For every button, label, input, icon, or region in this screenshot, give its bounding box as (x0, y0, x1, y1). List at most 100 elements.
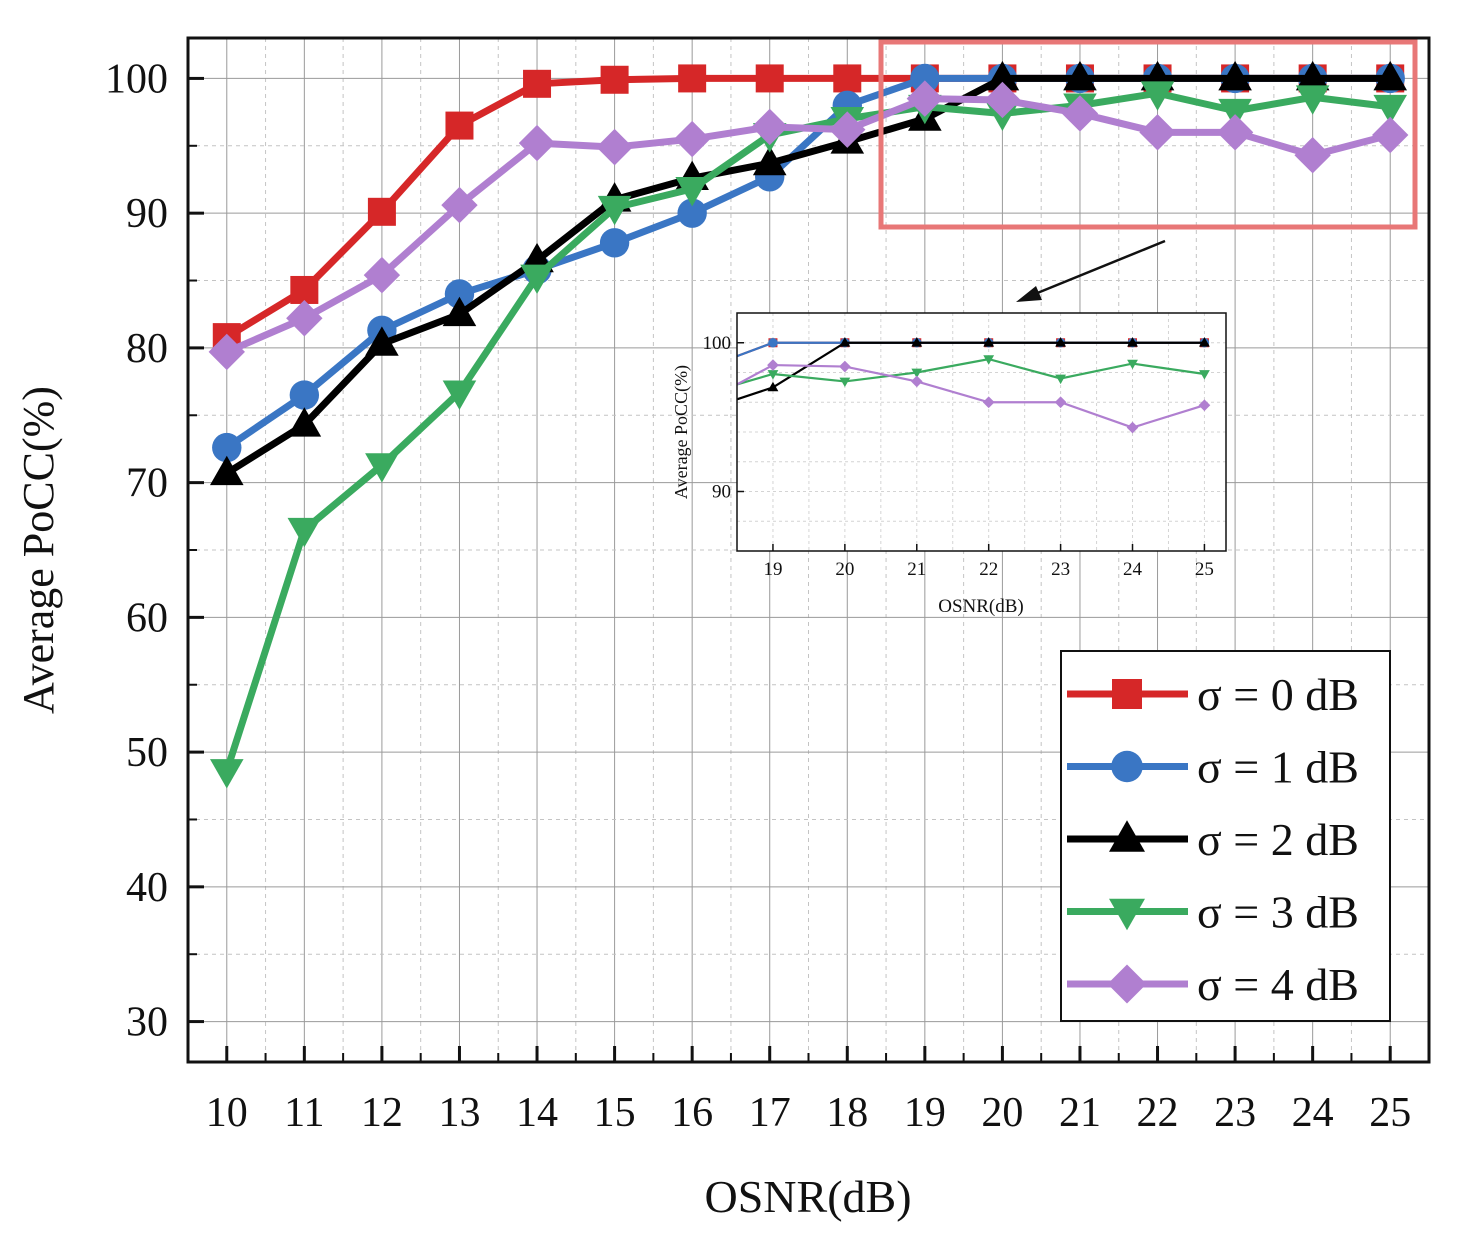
data-point (523, 69, 552, 98)
data-point (678, 64, 707, 93)
legend-entry-3: σ = 3 dB (1067, 887, 1359, 938)
data-point (520, 264, 554, 294)
legend-label: σ = 3 dB (1197, 887, 1359, 938)
data-point (208, 333, 245, 371)
inset-data-point (983, 355, 995, 365)
inset-data-point (767, 381, 779, 392)
data-point (910, 63, 940, 94)
inset-series-line (737, 363, 1205, 429)
inset-data-point (982, 396, 995, 409)
data-point (287, 517, 322, 548)
main-series-group (208, 60, 1409, 789)
series-line (224, 74, 1391, 477)
y-tick-label: 50 (126, 730, 168, 776)
data-point (209, 759, 244, 789)
data-point (363, 256, 401, 294)
legend-marker (1112, 679, 1142, 709)
data-point (286, 300, 323, 337)
inset-y-tick-label: 100 (703, 333, 732, 354)
inset-data-point (767, 370, 779, 380)
x-tick-label: 11 (284, 1090, 324, 1136)
data-point (752, 145, 787, 176)
data-point (365, 326, 399, 356)
data-point (906, 80, 944, 117)
y-tick-label: 100 (105, 56, 168, 102)
data-point (442, 380, 477, 410)
inset-data-point (767, 359, 779, 371)
data-point (1140, 81, 1175, 111)
zoom-region-box (878, 39, 1418, 230)
legend-marker (1109, 898, 1145, 931)
legend-label: σ = 2 dB (1197, 814, 1359, 865)
data-point (290, 275, 319, 304)
legend-marker (1111, 750, 1143, 783)
inset-frame (736, 312, 1227, 552)
data-point (1218, 98, 1252, 129)
inset-series-group (737, 337, 1211, 434)
x-tick-label: 15 (594, 1090, 636, 1136)
data-point (287, 407, 322, 437)
data-point (833, 64, 862, 93)
data-point (985, 60, 1020, 91)
data-point (367, 197, 396, 226)
inset-data-point (839, 377, 851, 388)
inset-data-point (1055, 337, 1067, 347)
inset-series-4 (737, 359, 1211, 434)
data-point (673, 120, 711, 158)
data-point (1372, 116, 1409, 154)
legend-marker (1107, 964, 1147, 1004)
zoom-arrow-head (1016, 286, 1042, 302)
inset-x-tick-label: 21 (907, 559, 926, 580)
data-point (1373, 60, 1408, 91)
data-point (1295, 60, 1330, 91)
inset-series-line (737, 341, 1205, 401)
x-tick-label: 17 (749, 1090, 791, 1136)
y-tick-label: 70 (126, 461, 168, 507)
data-point (289, 380, 320, 410)
legend-label: σ = 4 dB (1197, 959, 1359, 1010)
x-tick-label: 16 (671, 1090, 713, 1136)
inset-data-point (1055, 374, 1067, 385)
x-tick-label: 25 (1369, 1090, 1411, 1136)
inset-data-point (1054, 396, 1067, 409)
legend-entry-1: σ = 1 dB (1067, 742, 1359, 793)
data-point (1216, 114, 1254, 151)
data-point (444, 279, 475, 309)
data-point (442, 296, 477, 327)
legend-entry-2: σ = 2 dB (1067, 814, 1359, 865)
data-point (1295, 85, 1330, 115)
data-point (600, 65, 629, 94)
inset-data-point (839, 337, 851, 347)
inset-series-3 (737, 355, 1210, 388)
inset-data-point (1126, 421, 1139, 434)
data-point (755, 64, 784, 93)
data-point (209, 455, 244, 486)
inset-x-tick-label: 24 (1123, 559, 1143, 580)
data-point (441, 186, 478, 224)
inset-x-tick-label: 23 (1051, 559, 1070, 580)
data-point (365, 453, 399, 483)
inset-y-axis-label: Average PoCC(%) (671, 365, 692, 499)
inset-data-point (839, 360, 851, 373)
inset-data-point (1127, 359, 1138, 370)
inset-data-point (911, 368, 923, 379)
inset-x-axis-label: OSNR(dB) (938, 596, 1024, 617)
inset-data-point (1127, 337, 1138, 347)
x-tick-label: 19 (904, 1090, 946, 1136)
x-axis-label: OSNR(dB) (704, 1171, 911, 1222)
inset-x-tick-label: 20 (835, 559, 854, 580)
y-tick-label: 40 (126, 865, 168, 911)
inset-data-point (1199, 337, 1210, 347)
inset-data-point (983, 337, 995, 347)
legend-label: σ = 0 dB (1197, 669, 1359, 720)
y-tick-label: 90 (126, 191, 168, 237)
x-tick-label: 22 (1137, 1090, 1179, 1136)
inset-data-point (1198, 399, 1211, 412)
data-point (675, 177, 709, 207)
series-4 (208, 80, 1409, 371)
data-point (1218, 60, 1252, 91)
data-point (1373, 94, 1408, 125)
data-point (212, 432, 242, 463)
legend-marker (1109, 820, 1145, 852)
x-tick-label: 20 (981, 1090, 1023, 1136)
